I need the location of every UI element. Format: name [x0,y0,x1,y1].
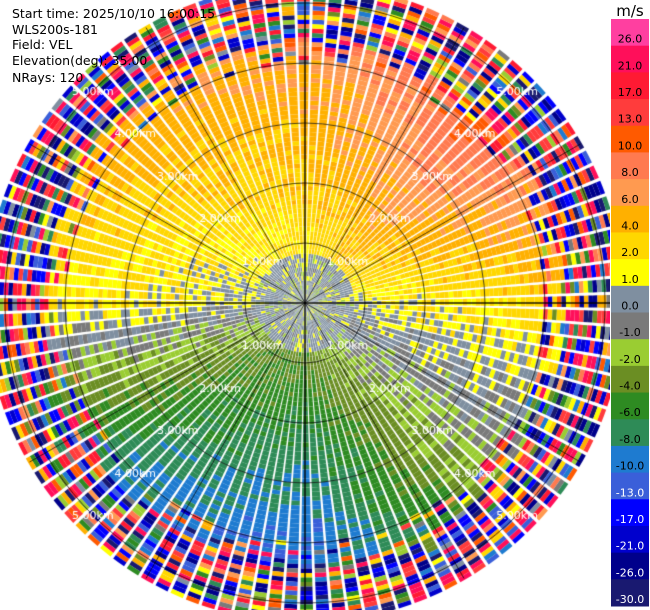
colorbar-segment [611,339,649,367]
colorbar-tick-label: -21.0 [616,540,644,553]
colorbar-tick-label: -4.0 [619,380,640,393]
colorbar-tick-label: 8.0 [621,166,639,179]
colorbar-segment [611,445,649,474]
colorbar-segment [611,499,649,527]
colorbar-tick-label: 2.0 [621,246,639,259]
colorbar-segment [611,579,649,607]
colorbar-segment [611,99,649,127]
colorbar-segment [611,232,649,260]
colorbar-segment [611,552,649,580]
nrays-label: NRays: 120 [12,70,84,85]
colorbar-segment [611,152,649,180]
colorbar-segment [611,365,649,394]
colorbar-tick-label: -8.0 [619,433,640,446]
colorbar-tick-label: -10.0 [616,460,644,473]
colorbar-tick-label: -2.0 [619,353,640,366]
colorbar-tick-label: 21.0 [618,59,643,72]
colorbar-tick-label: 13.0 [618,113,643,126]
colorbar-segment [611,205,649,233]
colorbar-segment [611,19,649,47]
colorbar-segment [611,525,649,554]
start-time-label: Start time: 2025/10/10 16:00:15 [12,6,216,21]
colorbar-unit-label: m/s [616,2,644,20]
colorbar-tick-label: -26.0 [616,566,644,579]
colorbar-tick-label: 6.0 [621,193,639,206]
colorbar-segment [611,72,649,100]
colorbar-segment [611,472,649,500]
colorbar-segment [611,45,649,73]
colorbar-tick-label: -13.0 [616,486,644,499]
colorbar-segment [611,125,649,153]
colorbar-tick-label: 0.0 [621,300,639,313]
colorbar-tick-label: -6.0 [619,406,640,419]
colorbar-segment [611,259,649,287]
ppi-velocity-plot [0,0,610,610]
colorbar-tick-label: 26.0 [618,33,643,46]
colorbar-tick-label: -17.0 [616,513,644,526]
colorbar-segment [611,419,649,447]
colorbar-segment [611,285,649,313]
elevation-label: Elevation(deg): 35.00 [12,53,148,68]
colorbar-tick-label: 1.0 [621,273,639,286]
colorbar-tick-label: -1.0 [619,326,640,339]
colorbar-tick-label: -30.0 [616,593,644,606]
colorbar-tick-label: 10.0 [618,139,643,152]
colorbar-tick-label: 17.0 [618,86,643,99]
colorbar-tick-label: 4.0 [621,219,639,232]
field-label: Field: VEL [12,37,73,52]
colorbar-segment [611,179,649,207]
instrument-label: WLS200s-181 [12,22,98,37]
colorbar-segment [611,312,649,340]
colorbar-segment [611,392,649,420]
